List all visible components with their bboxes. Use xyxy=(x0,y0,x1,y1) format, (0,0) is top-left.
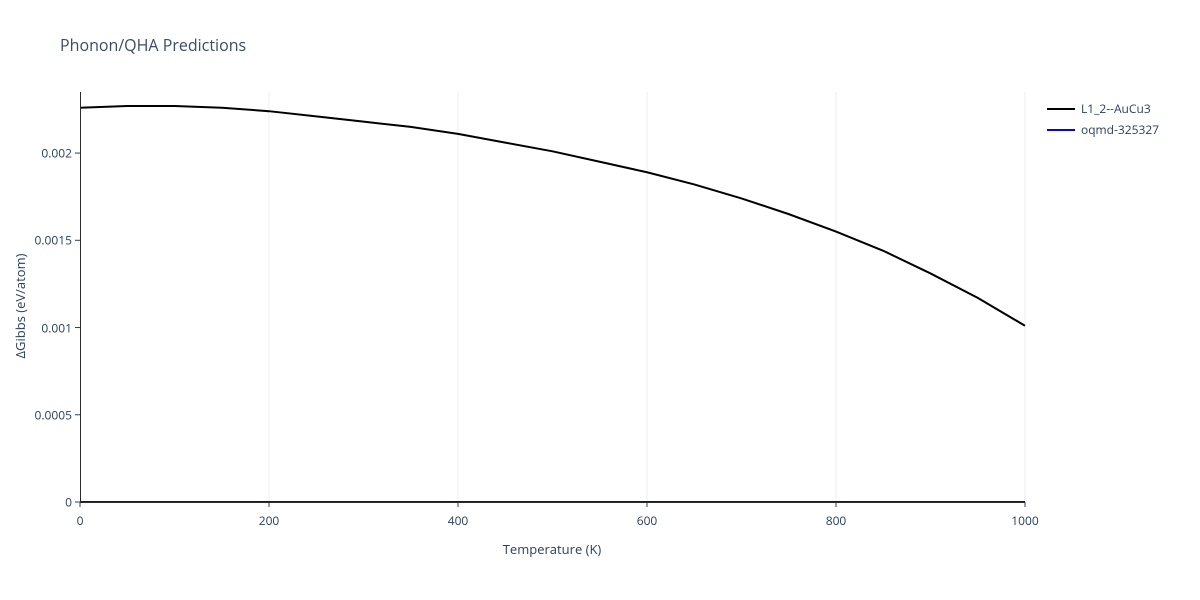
x-tick: 400 xyxy=(448,512,469,529)
y-tick: 0.0015 xyxy=(35,232,72,249)
x-tick: 200 xyxy=(259,512,280,529)
legend-label-0: L1_2--AuCu3 xyxy=(1081,100,1151,117)
legend-swatch-1 xyxy=(1047,129,1075,131)
x-tick: 0 xyxy=(77,512,84,529)
legend-swatch-0 xyxy=(1047,108,1075,110)
y-tick: 0.0005 xyxy=(35,406,72,423)
x-tick: 800 xyxy=(826,512,847,529)
y-tick: 0.001 xyxy=(41,319,72,336)
chart-title: Phonon/QHA Predictions xyxy=(60,34,246,56)
data-lines xyxy=(80,92,1025,502)
x-tick: 1000 xyxy=(1011,512,1038,529)
y-axis-title: ΔGibbs (eV/atom) xyxy=(11,254,29,359)
legend: L1_2--AuCu3 oqmd-325327 xyxy=(1047,100,1159,142)
x-axis-line xyxy=(80,502,1025,503)
y-axis-line xyxy=(80,92,81,502)
series-L1_2--AuCu3[interactable] xyxy=(80,106,1025,326)
y-tick: 0.002 xyxy=(41,145,72,162)
plot-area xyxy=(80,92,1025,502)
legend-item-0[interactable]: L1_2--AuCu3 xyxy=(1047,100,1159,117)
legend-item-1[interactable]: oqmd-325327 xyxy=(1047,121,1159,138)
x-tick: 600 xyxy=(637,512,658,529)
x-axis-title: Temperature (K) xyxy=(503,540,602,558)
y-tick: 0 xyxy=(65,494,72,511)
legend-label-1: oqmd-325327 xyxy=(1081,121,1159,138)
